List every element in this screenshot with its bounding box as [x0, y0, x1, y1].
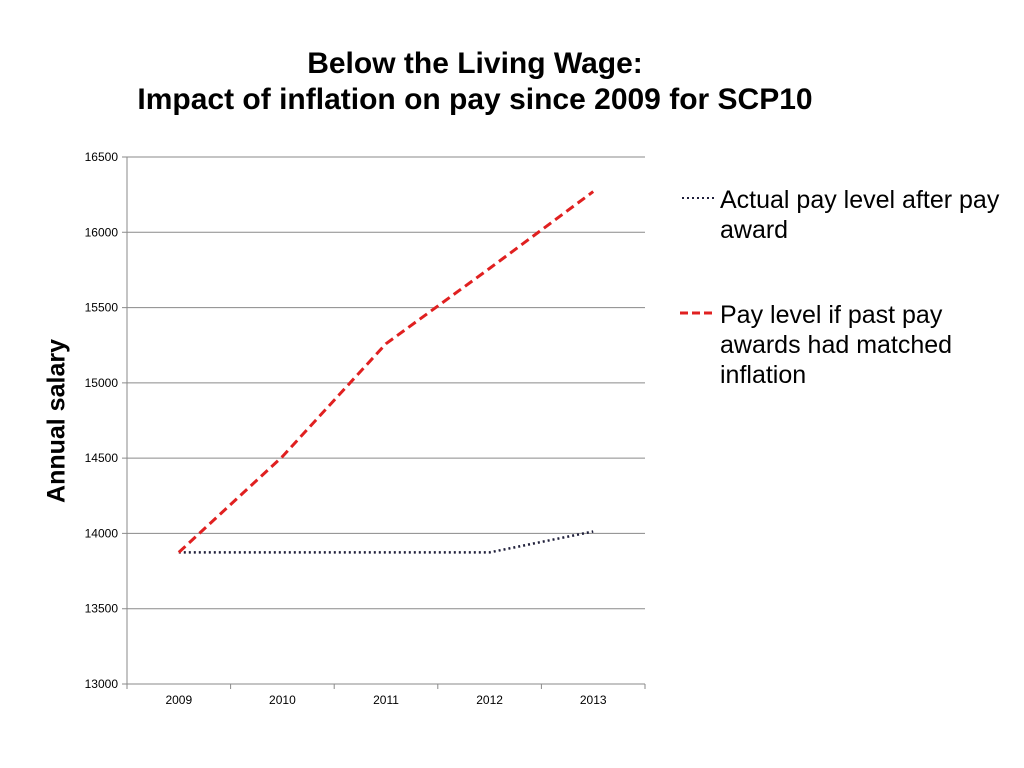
y-tick-label: 15500 [85, 301, 119, 315]
y-tick-label: 13000 [85, 677, 119, 691]
y-tick-label: 14500 [85, 451, 119, 465]
x-tick-label: 2011 [373, 693, 399, 707]
chart-title-line-2: Impact of inflation on pay since 2009 fo… [137, 83, 813, 116]
legend-label-actual: Actual pay level after pay award [720, 186, 1000, 244]
y-tick-label: 13500 [85, 602, 119, 616]
chart-title-line-1: Below the Living Wage: [307, 47, 643, 80]
x-tick-label: 2009 [165, 693, 192, 707]
y-tick-label: 14000 [85, 526, 119, 540]
chart-title: Below the Living Wage: Impact of inflati… [0, 46, 950, 118]
legend-swatch-dashed [680, 311, 716, 315]
y-tick-label: 16000 [85, 225, 119, 239]
x-tick-label: 2013 [580, 693, 607, 707]
y-tick-label: 15000 [85, 376, 119, 390]
y-tick-label: 16500 [85, 150, 119, 164]
series-line-inflation-matched-pay [177, 190, 595, 554]
series-line-actual-pay [178, 530, 594, 554]
x-tick-label: 2012 [476, 693, 503, 707]
legend-label-inflation: Pay level if past pay awards had matched… [720, 301, 953, 389]
x-tick-label: 2010 [269, 693, 296, 707]
legend-swatch-dotted [682, 197, 714, 199]
